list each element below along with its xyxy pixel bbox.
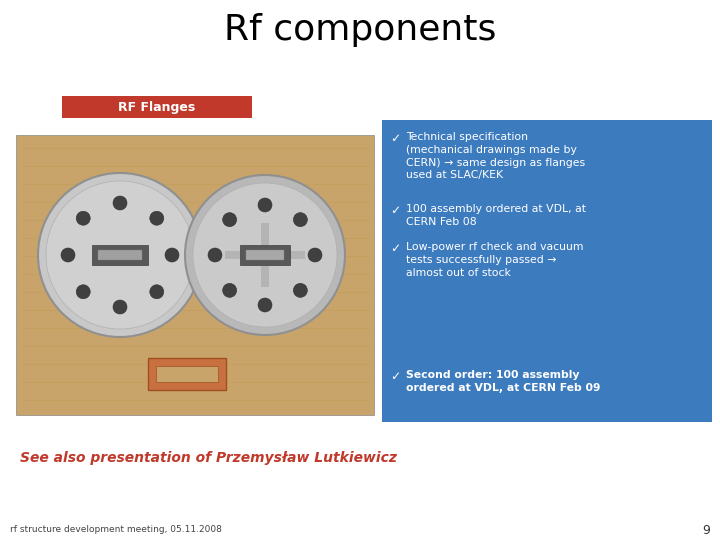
Bar xyxy=(98,250,142,260)
Circle shape xyxy=(46,181,194,329)
Circle shape xyxy=(193,183,337,327)
Text: Rf components: Rf components xyxy=(224,13,496,47)
Text: Low-power rf check and vacuum
tests successfully passed →
almost out of stock: Low-power rf check and vacuum tests succ… xyxy=(406,242,583,278)
Text: RF Flanges: RF Flanges xyxy=(118,100,196,113)
Bar xyxy=(148,358,226,390)
Text: rf structure development meeting, 05.11.2008: rf structure development meeting, 05.11.… xyxy=(10,525,222,535)
Bar xyxy=(261,223,269,287)
Text: Technical specification
(mechanical drawings made by
CERN) → same design as flan: Technical specification (mechanical draw… xyxy=(406,132,585,180)
Circle shape xyxy=(38,173,202,337)
Circle shape xyxy=(293,284,307,298)
FancyBboxPatch shape xyxy=(62,96,252,118)
Bar xyxy=(16,135,374,415)
Circle shape xyxy=(308,248,322,262)
Circle shape xyxy=(258,198,272,212)
Circle shape xyxy=(150,285,163,299)
Text: 100 assembly ordered at VDL, at
CERN Feb 08: 100 assembly ordered at VDL, at CERN Feb… xyxy=(406,204,586,227)
Circle shape xyxy=(222,213,237,227)
Bar xyxy=(225,251,305,259)
Circle shape xyxy=(76,211,90,225)
Circle shape xyxy=(208,248,222,262)
Circle shape xyxy=(150,211,163,225)
Circle shape xyxy=(293,213,307,227)
Circle shape xyxy=(222,284,237,298)
Circle shape xyxy=(61,248,75,262)
Text: ✓: ✓ xyxy=(390,132,400,145)
Bar xyxy=(92,245,148,265)
FancyBboxPatch shape xyxy=(382,120,712,422)
Text: ✓: ✓ xyxy=(390,204,400,217)
Circle shape xyxy=(113,300,127,314)
Bar xyxy=(240,245,290,265)
Circle shape xyxy=(113,196,127,210)
Text: 9: 9 xyxy=(702,523,710,537)
Circle shape xyxy=(258,298,272,312)
Circle shape xyxy=(76,285,90,299)
Text: ✓: ✓ xyxy=(390,370,400,383)
Bar xyxy=(156,366,218,382)
Circle shape xyxy=(165,248,179,262)
Bar xyxy=(246,250,284,260)
Text: ✓: ✓ xyxy=(390,242,400,255)
Circle shape xyxy=(185,175,345,335)
Text: See also presentation of Przemysław Lutkiewicz: See also presentation of Przemysław Lutk… xyxy=(20,451,397,465)
Text: Second order: 100 assembly
ordered at VDL, at CERN Feb 09: Second order: 100 assembly ordered at VD… xyxy=(406,370,600,393)
